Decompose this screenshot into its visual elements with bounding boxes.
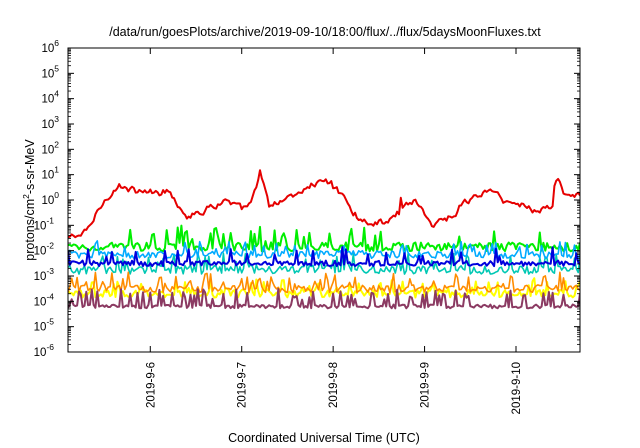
y-tick-base: 10 — [34, 322, 47, 334]
y-tick-base: 10 — [41, 144, 54, 156]
y-tick-label: 10-4 — [34, 291, 55, 308]
y-tick-base: 10 — [34, 347, 47, 359]
y-tick-base: 10 — [34, 296, 47, 308]
series-line-5 — [68, 277, 580, 299]
x-tick-label: 2019-9-9 — [420, 362, 432, 408]
y-tick-label: 10-3 — [34, 266, 55, 283]
y-tick-exp: 0 — [54, 190, 59, 200]
y-tick-exp: 3 — [54, 114, 59, 124]
y-tick-exp: -2 — [46, 241, 54, 251]
y-tick-label: 104 — [41, 89, 59, 106]
y-tick-label: 10-5 — [34, 317, 55, 334]
x-axis: 2019-9-6 2019-9-7 2019-9-8 2019-9-9 2019-9-1… — [145, 48, 523, 414]
y-tick-label: 10-2 — [34, 241, 55, 258]
series-line-0 — [68, 169, 580, 239]
y-tick-base: 10 — [41, 170, 54, 182]
series-line-7 — [68, 288, 580, 310]
y-tick-base: 10 — [41, 43, 54, 55]
y-tick-base: 10 — [41, 68, 54, 80]
y-axis-label-post: -s-sr-MeV — [23, 139, 37, 195]
y-axis: 10610510410310210110010-110-210-310-410-… — [34, 38, 580, 359]
series-line-3 — [68, 240, 580, 260]
y-tick-exp: 5 — [54, 63, 59, 73]
y-tick-label: 100 — [41, 190, 59, 207]
x-axis-label: Coordinated Universal Time (UTC) — [228, 431, 420, 445]
y-tick-exp: -1 — [46, 215, 54, 225]
y-tick-label: 106 — [41, 38, 59, 55]
chart-title: /data/run/goesPlots/archive/2019-09-10/1… — [109, 25, 541, 39]
series-line-2 — [68, 252, 580, 275]
y-tick-exp: 2 — [54, 139, 59, 149]
y-tick-base: 10 — [34, 220, 47, 232]
x-tick-label: 2019-9-10 — [511, 362, 523, 414]
y-tick-exp: -3 — [46, 266, 54, 276]
y-tick-exp: -6 — [46, 342, 54, 352]
y-tick-exp: -5 — [46, 317, 54, 327]
y-tick-base: 10 — [34, 271, 47, 283]
y-tick-base: 10 — [41, 119, 54, 131]
y-tick-label: 101 — [41, 165, 59, 182]
y-tick-exp: 6 — [54, 38, 59, 48]
x-tick-label: 2019-9-6 — [145, 362, 157, 408]
series-line-6 — [68, 271, 580, 294]
y-tick-label: 103 — [41, 114, 59, 131]
x-tick-label: 2019-9-8 — [328, 362, 340, 408]
y-tick-label: 105 — [41, 63, 59, 80]
plot-area — [68, 169, 580, 310]
x-tick-label: 2019-9-7 — [237, 362, 249, 408]
y-tick-label: 102 — [41, 139, 59, 156]
y-tick-base: 10 — [34, 246, 47, 258]
y-tick-base: 10 — [41, 195, 54, 207]
y-tick-label: 10-6 — [34, 342, 55, 359]
y-tick-label: 10-1 — [34, 215, 55, 232]
y-tick-exp: 4 — [54, 89, 59, 99]
series-line-4 — [68, 246, 580, 268]
y-axis-label: protons/cm2-s-sr-MeV — [21, 139, 37, 261]
y-tick-exp: -4 — [46, 291, 54, 301]
y-axis-label-pre: protons/cm — [23, 199, 37, 261]
y-axis-label-sup: 2 — [21, 194, 31, 199]
y-tick-exp: 1 — [54, 165, 59, 175]
series-line-1 — [68, 224, 580, 253]
y-tick-base: 10 — [41, 94, 54, 106]
